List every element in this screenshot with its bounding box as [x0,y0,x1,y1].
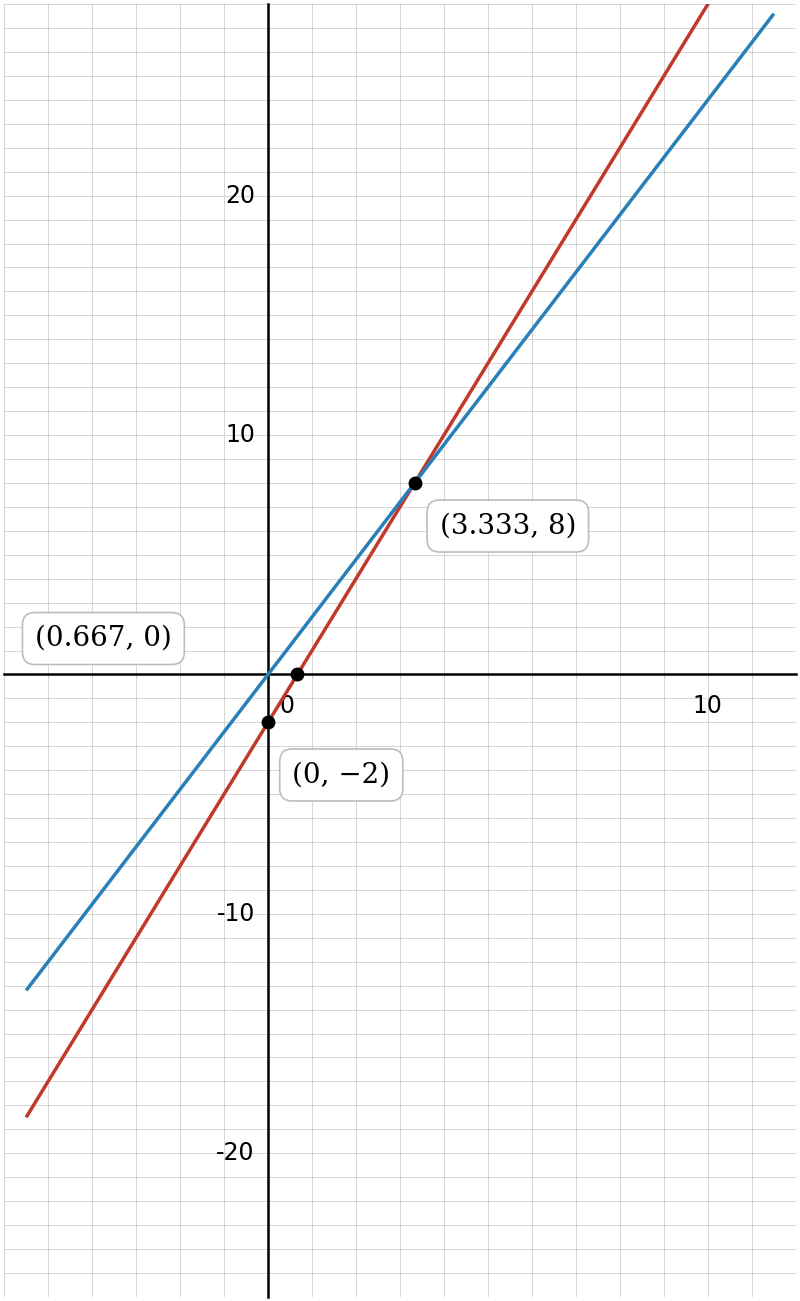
Text: 10: 10 [693,693,723,718]
Text: (0, −2): (0, −2) [292,761,390,788]
Text: (0.667, 0): (0.667, 0) [35,624,172,652]
Text: 20: 20 [225,183,255,208]
Text: (3.333, 8): (3.333, 8) [439,513,576,540]
Text: 10: 10 [225,423,255,448]
Text: -20: -20 [216,1141,255,1166]
Text: 0: 0 [279,693,294,718]
Text: -10: -10 [217,902,255,926]
